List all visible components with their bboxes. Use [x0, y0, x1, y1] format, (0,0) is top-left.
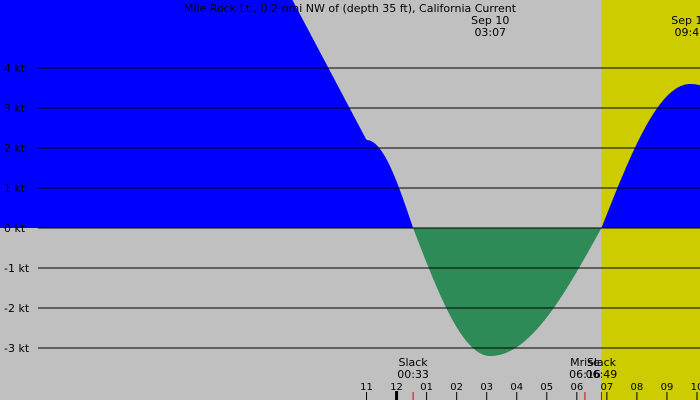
extreme-date: Sep 10	[671, 14, 700, 27]
y-tick-label: 2 kt	[4, 142, 26, 155]
y-tick-label: -3 kt	[4, 342, 30, 355]
extreme-date: Sep 10	[471, 14, 509, 27]
gridlines	[38, 67, 700, 349]
flood-area	[0, 0, 700, 228]
hour-tick-label: 10	[691, 382, 700, 393]
hour-axis: 11 12 01 02 03 04 05 06 07 08 09 10	[360, 382, 700, 400]
y-tick-label: 3 kt	[4, 102, 26, 115]
hour-tick-label: 01	[420, 382, 433, 393]
hour-tick-label: 09	[661, 382, 674, 393]
event-label: Slack	[398, 356, 428, 369]
y-tick-label: 0 kt	[4, 222, 26, 235]
extreme-time: 09:47	[675, 26, 700, 39]
y-tick-label: -2 kt	[4, 302, 30, 315]
y-axis-labels: -3 kt -2 kt -1 kt 0 kt 1 kt 2 kt 3 kt 4 kt	[4, 62, 30, 355]
current-curve	[0, 0, 700, 356]
hour-tick-label: 03	[480, 382, 493, 393]
hour-tick-label: 08	[631, 382, 644, 393]
hour-tick-label: 07	[600, 382, 613, 393]
y-tick-label: -1 kt	[4, 262, 30, 275]
chart-title: Mile Rock Lt., 0.2 nmi NW of (depth 35 f…	[184, 2, 517, 15]
y-tick-label: 1 kt	[4, 182, 26, 195]
event-label: Slack	[587, 356, 617, 369]
hour-tick-label: 11	[360, 382, 373, 393]
ebb-area	[0, 228, 700, 356]
hour-tick-label: 12	[390, 382, 403, 393]
event-labels: Slack00:33Mrise06:16Slack06:49Slack13:33…	[397, 356, 618, 381]
hour-tick-label: 04	[510, 382, 523, 393]
hour-tick-label: 06	[570, 382, 583, 393]
event-time: 00:33	[397, 368, 429, 381]
extreme-time: 03:07	[474, 26, 506, 39]
event-time: 06:49	[586, 368, 618, 381]
event-label: Mrise	[570, 356, 600, 369]
event-time: 06:16	[569, 368, 601, 381]
hour-tick-label: 02	[450, 382, 463, 393]
y-tick-label: 4 kt	[4, 62, 26, 75]
hour-tick-label: 05	[540, 382, 553, 393]
